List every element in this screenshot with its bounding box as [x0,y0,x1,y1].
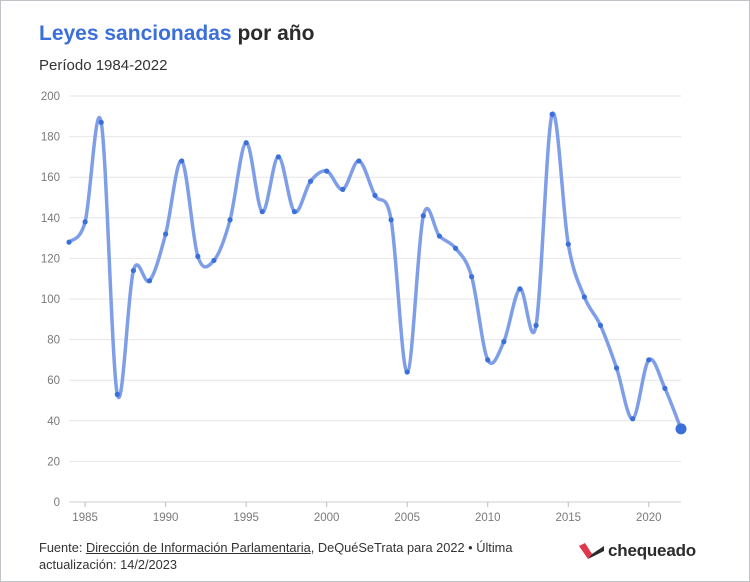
data-point [452,245,459,251]
data-point [130,267,137,274]
y-tick-label: 100 [41,294,60,306]
data-point [82,219,88,225]
x-tick-label: 2010 [475,512,501,524]
data-point [243,140,249,146]
brand-logo[interactable]: chequeado [579,541,696,561]
data-point [388,217,394,223]
chart-title-rest: por año [231,22,315,45]
data-point [581,294,587,300]
data-point [307,178,314,184]
y-tick-label: 0 [54,497,60,509]
data-point [227,217,233,223]
source-suffix: , DeQuéSeTrata para 2022 • Última actual… [39,540,513,572]
data-point [146,278,153,284]
chart-subtitle: Período 1984-2022 [39,57,168,74]
chequeado-logo-icon [579,543,604,559]
data-point [275,154,281,160]
y-tick-label: 80 [47,335,60,347]
x-tick-label: 2000 [314,512,340,524]
data-point [420,213,426,219]
series-line [67,111,683,431]
data-point [517,286,523,292]
source-link[interactable]: Dirección de Información Parlamentaria [85,540,311,555]
y-tick-label: 180 [41,132,60,144]
line-chart: 0 20 40 60 80 100 120 140 160 180 200 1985 1990 1995 2… [41,91,687,524]
data-point [324,168,330,174]
data-point [485,357,491,363]
y-tick-label: 20 [47,456,60,468]
source-note: Fuente: Dirección de Información Parlame… [39,539,539,573]
x-tick-label: 1985 [72,512,98,524]
y-tick-label: 60 [47,375,60,387]
data-point [646,357,652,363]
y-tick-label: 120 [41,253,60,265]
data-point [533,322,539,328]
data-point [372,192,378,199]
data-point [211,257,217,264]
x-tick-label: 2015 [555,512,581,524]
data-point [259,209,265,215]
source-prefix: Fuente: [39,540,86,555]
data-point [98,119,104,125]
data-point [356,158,362,164]
brand-name: chequeado [608,541,696,560]
y-tick-label: 40 [47,416,60,428]
data-point [630,416,636,422]
data-point [501,339,507,345]
y-tick-label: 160 [41,172,60,184]
y-tick-label: 200 [41,91,60,103]
x-tick-label: 2005 [394,512,420,524]
data-point [565,241,571,247]
data-point [195,253,201,259]
x-tick-label: 1995 [233,512,259,524]
data-point [613,365,620,371]
data-point [597,322,604,328]
x-tick-label: 1990 [153,512,179,524]
x-tick-label: 2020 [636,512,662,524]
data-point [436,233,443,239]
data-point [662,385,668,391]
data-point-latest [675,423,687,435]
data-point [469,274,475,280]
data-point [66,239,72,245]
chart-title: Leyes sancionadas por año [39,22,314,46]
chart-title-accent: Leyes sancionadas [39,22,232,45]
data-point [291,209,298,215]
data-point [549,111,555,117]
data-point [163,231,169,237]
data-point [114,391,120,398]
y-tick-label: 140 [41,213,60,225]
data-point [179,158,185,164]
data-point [404,369,410,375]
data-point [340,186,346,192]
